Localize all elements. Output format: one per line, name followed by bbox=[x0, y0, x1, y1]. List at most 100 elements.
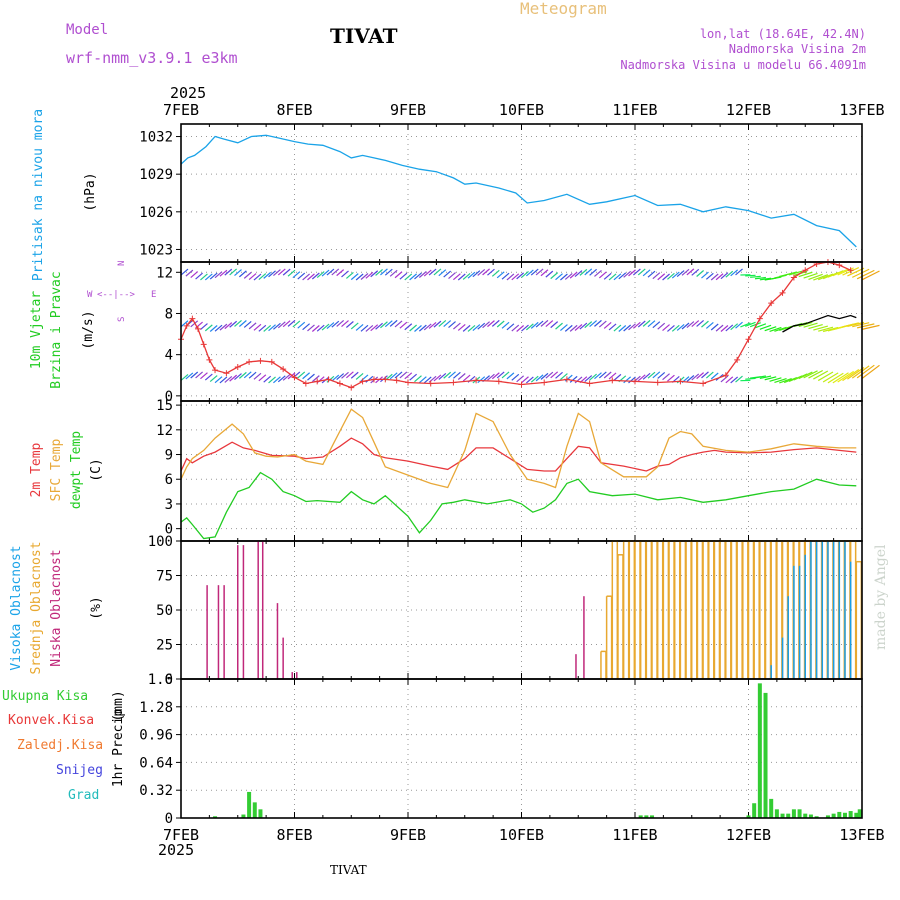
wind-arrow bbox=[764, 326, 777, 332]
wind-arrow bbox=[759, 277, 772, 281]
wind-arrow bbox=[345, 321, 354, 328]
series-line bbox=[180, 471, 857, 540]
wind-arrow bbox=[745, 274, 756, 277]
wind-arrow bbox=[370, 270, 379, 278]
wind-arrow bbox=[511, 373, 520, 381]
x-tick-label: 7FEB bbox=[163, 826, 199, 844]
wind-arrow bbox=[204, 324, 213, 332]
wind-arrow bbox=[297, 272, 306, 280]
wind-arrow bbox=[457, 273, 466, 281]
wind-arrow bbox=[302, 273, 310, 281]
y-tick-label: 8 bbox=[165, 306, 173, 322]
wind-arrow bbox=[521, 270, 529, 278]
wind-arrow bbox=[443, 320, 452, 328]
wind-marker bbox=[189, 315, 196, 322]
wind-arrow bbox=[282, 320, 291, 328]
precip-bar bbox=[752, 803, 757, 818]
wind-arrow bbox=[180, 373, 189, 381]
wind-arrow bbox=[803, 322, 818, 328]
wind-arrow bbox=[253, 323, 262, 331]
wind-arrow bbox=[219, 376, 228, 384]
wind-arrow bbox=[608, 323, 617, 331]
wind-arrow bbox=[642, 319, 651, 327]
wind-marker bbox=[790, 274, 797, 281]
wind-arrow bbox=[491, 372, 500, 380]
y-tick-label: 0 bbox=[165, 672, 173, 688]
wind-arrow bbox=[535, 374, 544, 382]
wind-arrow bbox=[657, 371, 666, 379]
wind-arrow bbox=[637, 320, 646, 328]
wind-arrow bbox=[375, 322, 383, 330]
wind-arrow bbox=[214, 271, 223, 279]
wind-arrow bbox=[472, 270, 481, 278]
wind-arrow bbox=[564, 324, 573, 332]
wind-arrow bbox=[224, 375, 233, 383]
wind-arrow bbox=[190, 371, 199, 379]
wind-marker bbox=[382, 376, 389, 383]
precip-bar bbox=[831, 813, 836, 818]
wind-marker bbox=[393, 377, 400, 384]
wind-arrow bbox=[579, 322, 588, 330]
wind-arrow bbox=[832, 372, 849, 384]
wind-arrow bbox=[594, 319, 602, 327]
wind-arrow bbox=[647, 371, 656, 379]
wind-marker bbox=[563, 376, 570, 383]
x-tick-label: 12FEB bbox=[726, 826, 771, 844]
wind-arrow bbox=[200, 323, 208, 331]
wind-arrow bbox=[316, 324, 325, 332]
wind-marker bbox=[722, 372, 729, 379]
wind-arrow bbox=[292, 271, 301, 279]
wind-arrow bbox=[321, 269, 330, 277]
wind-arrow bbox=[423, 323, 432, 331]
y-tick-label: 50 bbox=[156, 603, 173, 619]
wind-arrow bbox=[287, 319, 296, 327]
wind-arrow bbox=[326, 322, 335, 329]
wind-arrow bbox=[798, 321, 813, 327]
legend-total-precip: Ukupna Kisa bbox=[2, 689, 88, 704]
wind-arrow bbox=[268, 270, 276, 278]
wind-arrow bbox=[370, 324, 379, 332]
wind-marker bbox=[223, 370, 230, 377]
wind-arrow bbox=[487, 320, 495, 328]
wind-arrow bbox=[506, 273, 515, 281]
wind-arrow bbox=[696, 319, 705, 327]
wind-arrow bbox=[453, 322, 461, 330]
x-tick-label: 12FEB bbox=[726, 101, 771, 119]
wind-arrow bbox=[686, 268, 695, 276]
model-name: wrf-nmm_v3.9.1 e3km bbox=[66, 49, 238, 67]
y-tick-label: 12 bbox=[156, 423, 173, 439]
wind-arrow bbox=[229, 320, 238, 328]
wind-marker bbox=[195, 325, 202, 332]
wind-arrow bbox=[705, 322, 714, 329]
wind-arrow bbox=[224, 322, 233, 330]
wind-arrow bbox=[691, 320, 700, 328]
precip-bar bbox=[757, 683, 762, 818]
wind-arrow bbox=[501, 371, 510, 379]
y-tick-label: 0.96 bbox=[139, 728, 173, 744]
wind-arrow bbox=[662, 373, 670, 381]
wind-arrow bbox=[234, 373, 242, 381]
wind-arrow bbox=[555, 371, 563, 379]
wind-arrow bbox=[730, 323, 739, 331]
wind-arrow bbox=[550, 272, 559, 280]
wind-arrow bbox=[628, 323, 636, 331]
wind-arrow bbox=[238, 320, 247, 327]
wind-arrow bbox=[808, 273, 823, 280]
wind-arrow bbox=[540, 319, 549, 327]
wind-arrow bbox=[715, 324, 724, 332]
wind-arrow bbox=[467, 324, 476, 332]
precip-bar bbox=[769, 798, 774, 818]
wind-arrow bbox=[667, 374, 675, 382]
wind-arrow bbox=[735, 321, 743, 329]
wind-marker bbox=[325, 376, 332, 383]
wind-arrow bbox=[671, 324, 680, 332]
wind-arrow bbox=[525, 376, 534, 384]
wind-marker bbox=[450, 379, 457, 386]
wind-arrow bbox=[784, 271, 798, 276]
wind-marker bbox=[234, 364, 241, 371]
wind-arrow bbox=[214, 324, 223, 332]
precip-bar bbox=[837, 811, 842, 818]
wind-arrow bbox=[506, 323, 515, 331]
wind-arrow bbox=[691, 268, 700, 276]
wind-arrow bbox=[701, 320, 709, 328]
